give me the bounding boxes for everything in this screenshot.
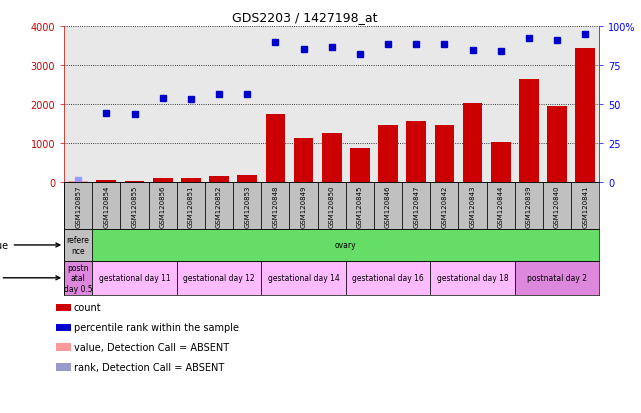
Bar (435, 126, 454, 183)
Bar (124, 181, 144, 183)
Text: GSM120844: GSM120844 (498, 185, 504, 228)
Bar (345, 261, 430, 295)
Text: count: count (74, 303, 101, 313)
Bar (430, 261, 515, 295)
Bar (209, 176, 229, 183)
Bar (121, 183, 149, 230)
Bar (262, 183, 290, 230)
Bar (294, 139, 313, 183)
Text: GSM120842: GSM120842 (442, 185, 447, 228)
Text: GSM120843: GSM120843 (470, 185, 476, 228)
Bar (543, 183, 571, 230)
Text: GSM120854: GSM120854 (103, 185, 110, 228)
Bar (576, 49, 595, 183)
Bar (322, 133, 342, 183)
Text: GSM120839: GSM120839 (526, 185, 532, 228)
Bar (374, 183, 402, 230)
Bar (92, 183, 121, 230)
Bar (153, 179, 172, 183)
Text: GSM120852: GSM120852 (216, 185, 222, 228)
Bar (97, 180, 116, 183)
Text: gestational day 16: gestational day 16 (352, 274, 424, 282)
Bar (64, 261, 92, 295)
Text: refere
nce: refere nce (67, 236, 90, 255)
Bar (345, 183, 374, 230)
Bar (92, 261, 177, 295)
Bar (519, 80, 539, 183)
Bar (571, 183, 599, 230)
Text: gestational day 12: gestational day 12 (183, 274, 255, 282)
Text: percentile rank within the sample: percentile rank within the sample (74, 323, 238, 332)
Bar (491, 143, 511, 183)
Bar (177, 183, 205, 230)
Text: GSM120851: GSM120851 (188, 185, 194, 228)
Text: GSM120849: GSM120849 (301, 185, 306, 228)
Text: age: age (0, 273, 60, 283)
Text: tissue: tissue (0, 240, 60, 250)
Bar (487, 183, 515, 230)
Text: gestational day 14: gestational day 14 (268, 274, 340, 282)
Bar (378, 126, 398, 183)
Text: ovary: ovary (335, 241, 356, 250)
Bar (547, 107, 567, 183)
Text: rank, Detection Call = ABSENT: rank, Detection Call = ABSENT (74, 362, 224, 372)
Bar (265, 115, 285, 183)
Bar (430, 183, 458, 230)
Bar (149, 183, 177, 230)
Bar (64, 183, 92, 230)
Text: GSM120857: GSM120857 (75, 185, 81, 228)
Bar (458, 183, 487, 230)
Bar (318, 183, 345, 230)
Text: GSM120841: GSM120841 (582, 185, 588, 228)
Bar (64, 230, 92, 261)
Bar (237, 176, 257, 183)
Text: GSM120846: GSM120846 (385, 185, 391, 228)
Bar (233, 183, 262, 230)
Bar (181, 179, 201, 183)
Bar (177, 261, 262, 295)
Bar (463, 104, 483, 183)
Text: postnatal day 2: postnatal day 2 (527, 274, 587, 282)
Text: GSM120856: GSM120856 (160, 185, 165, 228)
Text: gestational day 18: gestational day 18 (437, 274, 508, 282)
Text: GSM120850: GSM120850 (329, 185, 335, 228)
Bar (290, 183, 318, 230)
Text: GSM120845: GSM120845 (357, 185, 363, 228)
Bar (262, 261, 345, 295)
Bar (205, 183, 233, 230)
Bar (515, 261, 599, 295)
Bar (406, 121, 426, 183)
Title: GDS2203 / 1427198_at: GDS2203 / 1427198_at (232, 11, 378, 24)
Text: GSM120853: GSM120853 (244, 185, 250, 228)
Bar (350, 149, 370, 183)
Text: value, Detection Call = ABSENT: value, Detection Call = ABSENT (74, 342, 229, 352)
Text: GSM120840: GSM120840 (554, 185, 560, 228)
Bar (515, 183, 543, 230)
Bar (402, 183, 430, 230)
Text: GSM120855: GSM120855 (131, 185, 138, 228)
Text: postn
atal
day 0.5: postn atal day 0.5 (64, 263, 92, 293)
Text: gestational day 11: gestational day 11 (99, 274, 171, 282)
Bar (69, 182, 88, 183)
Text: GSM120848: GSM120848 (272, 185, 278, 228)
Text: GSM120847: GSM120847 (413, 185, 419, 228)
